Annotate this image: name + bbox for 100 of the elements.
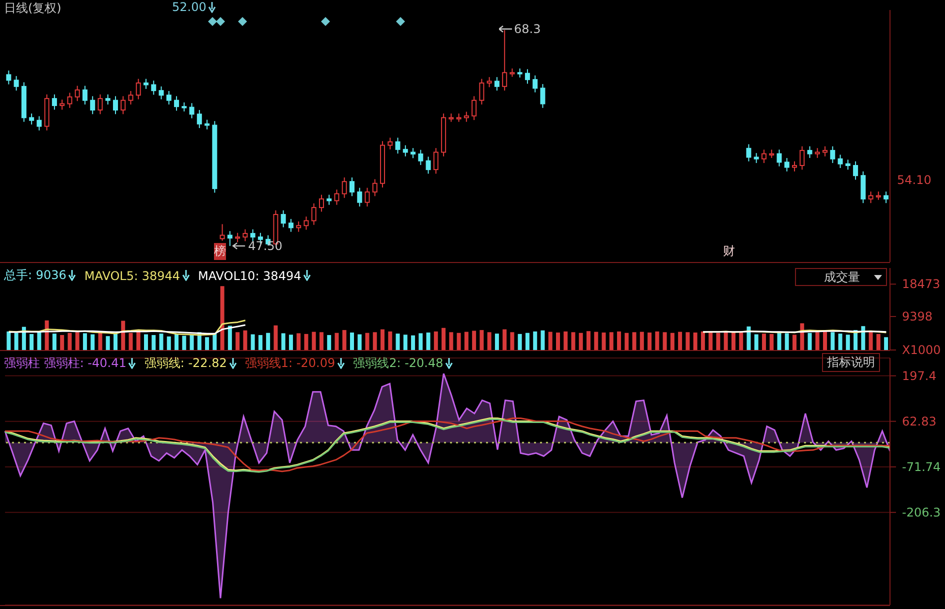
bar	[136, 330, 140, 350]
bar	[800, 323, 804, 350]
bar	[350, 332, 354, 350]
bar	[334, 332, 339, 350]
candlestick	[860, 170, 866, 204]
annotation: 成交量	[824, 268, 860, 286]
candlestick	[60, 99, 65, 110]
bar	[609, 332, 614, 350]
bar	[37, 332, 42, 350]
candlestick	[410, 148, 416, 159]
candlestick	[807, 146, 812, 158]
candlestick	[82, 85, 88, 105]
candlestick	[784, 158, 790, 172]
candlestick	[388, 137, 393, 150]
bar	[365, 332, 370, 350]
y-tick-label: 9398	[902, 309, 933, 324]
bar	[166, 336, 171, 350]
candlestick	[761, 149, 766, 164]
y-tick-label: 197.4	[902, 368, 936, 383]
candlestick	[754, 152, 759, 164]
text: 强弱线1: -20.09	[244, 355, 336, 372]
candlestick	[128, 90, 134, 105]
bar	[502, 329, 507, 350]
bar	[739, 332, 744, 350]
bar	[648, 332, 652, 350]
bar	[159, 334, 164, 350]
bar	[274, 325, 278, 350]
bar	[548, 332, 552, 350]
bar	[342, 330, 346, 350]
candlestick	[792, 160, 797, 172]
bar	[594, 332, 598, 350]
y-tick-label: -206.3	[902, 505, 941, 520]
bar	[770, 334, 774, 350]
candlestick	[868, 191, 874, 204]
candlestick	[242, 228, 248, 242]
bar	[106, 336, 110, 350]
annotation: 指标说明	[822, 353, 880, 372]
bar	[670, 332, 674, 350]
bar	[121, 320, 126, 350]
text: 强弱柱 强弱柱: -40.41	[4, 355, 126, 372]
candlestick	[486, 76, 492, 88]
bar	[716, 332, 720, 350]
candlestick	[334, 189, 340, 206]
candlestick	[357, 187, 362, 207]
candlestick	[151, 80, 156, 96]
bar	[884, 337, 888, 350]
candlestick	[838, 154, 843, 168]
bar	[784, 333, 789, 350]
bar	[578, 332, 583, 350]
candlestick	[426, 156, 431, 174]
candlestick	[296, 220, 302, 232]
candlestick	[532, 74, 538, 93]
bar	[304, 334, 308, 350]
candlestick	[517, 68, 522, 78]
bar	[449, 332, 454, 350]
candlestick	[250, 228, 256, 242]
candlestick	[182, 102, 187, 112]
bar	[228, 326, 232, 350]
bar	[830, 332, 835, 350]
bar	[838, 334, 842, 350]
text: 54.10	[897, 173, 932, 187]
candlestick	[6, 70, 12, 85]
candlestick	[227, 230, 232, 246]
candlestick	[136, 78, 141, 100]
candlestick	[830, 146, 836, 164]
candlestick	[280, 210, 286, 228]
bar	[472, 330, 476, 350]
candlestick	[318, 194, 324, 212]
bar	[182, 336, 186, 350]
bar	[533, 331, 538, 350]
bar	[396, 334, 400, 350]
candlestick	[235, 232, 240, 243]
bar	[876, 334, 880, 350]
bar	[236, 332, 240, 350]
bar	[494, 334, 499, 350]
bar	[128, 332, 133, 350]
bar	[708, 332, 713, 350]
bar	[693, 332, 698, 350]
candlestick	[540, 84, 546, 108]
bar	[152, 335, 156, 350]
candlestick	[342, 176, 347, 198]
candlestick	[36, 116, 42, 131]
candlestick	[433, 148, 438, 174]
bar	[22, 326, 26, 350]
candlestick	[402, 144, 408, 157]
candlestick	[112, 96, 118, 115]
bar	[258, 335, 262, 350]
candlestick	[29, 113, 34, 126]
candlestick	[120, 96, 126, 115]
bar	[632, 332, 636, 350]
candlestick	[105, 94, 110, 105]
bar	[617, 331, 622, 350]
bar	[205, 337, 210, 350]
bar	[624, 332, 629, 350]
bar	[792, 334, 796, 350]
bar	[510, 332, 514, 350]
bar	[556, 332, 560, 350]
bar	[808, 332, 812, 350]
text: MAVOL5: 38944	[84, 268, 180, 282]
bar	[327, 335, 332, 350]
